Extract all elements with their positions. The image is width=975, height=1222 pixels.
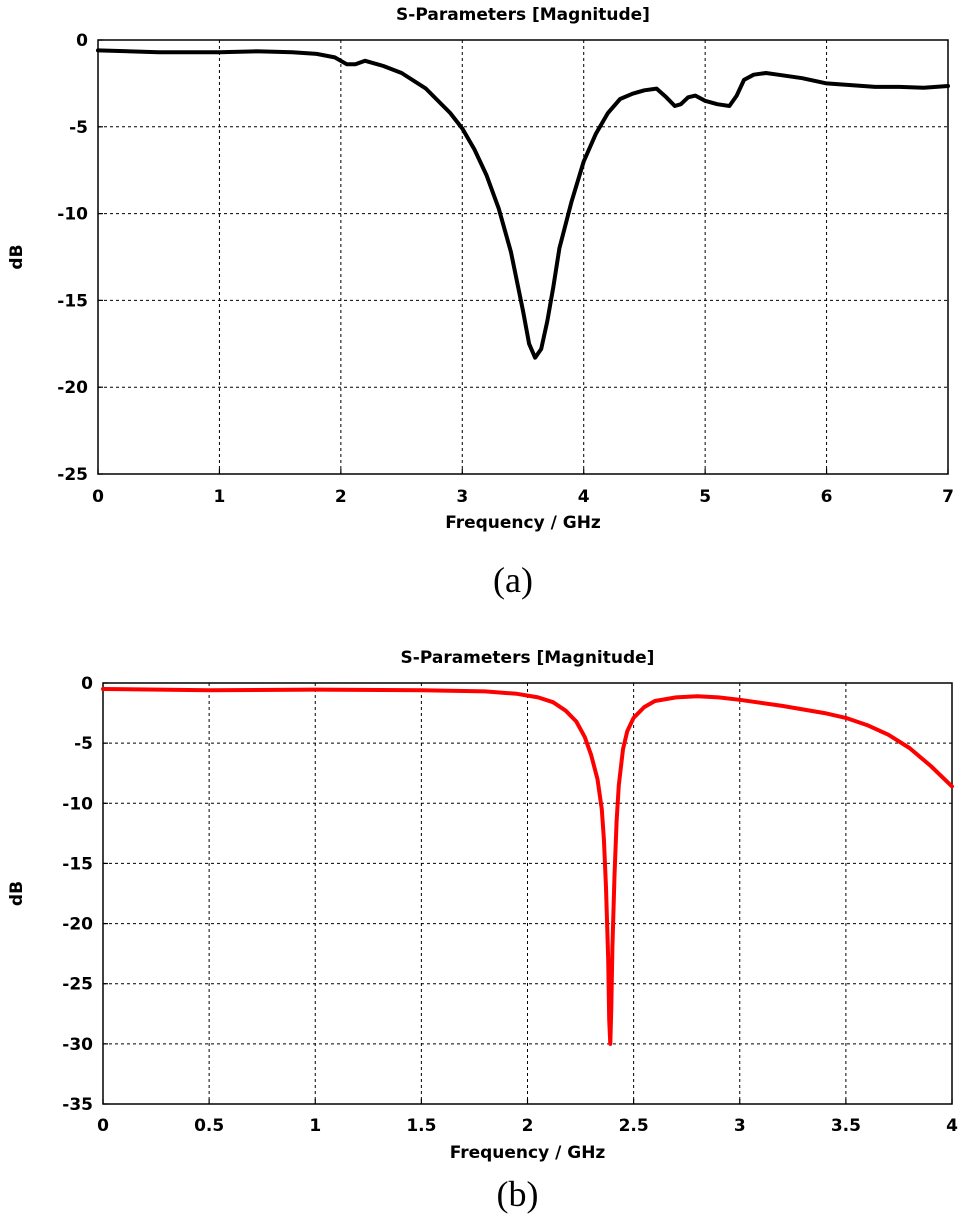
chart-title: S-Parameters [Magnitude] [396, 5, 650, 25]
x-tick-label: 0.5 [194, 1116, 224, 1136]
y-tick-label: -15 [57, 291, 88, 311]
x-axis-label: Frequency / GHz [445, 513, 601, 533]
y-tick-label: -10 [57, 205, 88, 225]
x-tick-label: 4 [946, 1116, 958, 1136]
chart-b: 0 0.5 1 1.5 2 2.5 3 3.5 4 0 -5 -10 -15 -20 -25 -30 -35 S-… [7, 648, 958, 1214]
y-tick-label: -20 [57, 378, 88, 398]
x-tick-label: 6 [821, 487, 833, 507]
x-tick-label: 4 [578, 487, 590, 507]
y-tick-label: -5 [74, 734, 93, 754]
chart-a: 0 1 2 3 4 5 6 7 0 -5 -10 -15 -20 -25 S-Parameters [Mag… [7, 5, 954, 600]
x-tick-label: 5 [699, 487, 711, 507]
x-tick-label: 3 [734, 1116, 746, 1136]
plot-frame [97, 39, 949, 475]
y-tick-label: -35 [62, 1095, 93, 1115]
y-tick-label: -5 [69, 118, 88, 138]
figure-caption: (b) [497, 1174, 539, 1214]
y-tick-label: 0 [81, 674, 93, 694]
x-tick-label: 1.5 [406, 1116, 436, 1136]
y-tick-label: -15 [62, 854, 93, 874]
x-tick-label: 1 [214, 487, 226, 507]
x-tick-label: 3.5 [831, 1116, 861, 1136]
series-line [101, 687, 954, 1046]
x-tick-label: 0 [97, 1116, 109, 1136]
y-axis-label: dB [7, 244, 27, 269]
y-axis-label: dB [7, 881, 27, 906]
x-tick-label: 3 [456, 487, 468, 507]
chart-title: S-Parameters [Magnitude] [401, 648, 655, 668]
y-tick-label: 0 [76, 31, 88, 51]
y-tick-label: -10 [62, 794, 93, 814]
x-tick-label: 2 [522, 1116, 534, 1136]
y-tick-label: -25 [62, 975, 93, 995]
y-tick-label: -25 [57, 465, 88, 485]
plot-area [98, 40, 948, 474]
x-tick-label: 1 [309, 1116, 321, 1136]
series-line [96, 48, 950, 360]
figure-caption: (a) [493, 560, 533, 600]
y-tick-label: -30 [62, 1035, 93, 1055]
x-axis-label: Frequency / GHz [450, 1143, 606, 1163]
x-tick-label: 7 [942, 487, 954, 507]
x-tick-label: 2 [335, 487, 347, 507]
x-tick-label: 0 [92, 487, 104, 507]
y-tick-label: -20 [62, 915, 93, 935]
x-tick-label: 2.5 [619, 1116, 649, 1136]
